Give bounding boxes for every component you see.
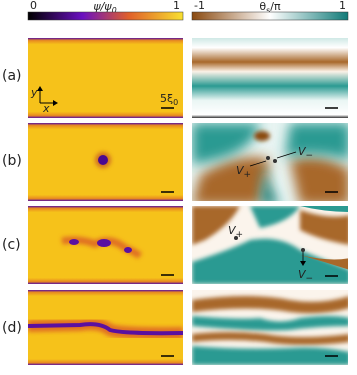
vortex-marker: [301, 248, 305, 252]
vortex-core: [69, 239, 79, 245]
panel-label: (c): [2, 237, 21, 253]
title-main: θ: [259, 0, 266, 13]
colorbar-title: ψ/ψ0: [93, 0, 116, 15]
phase-region: [192, 346, 348, 365]
axis-label: x: [42, 102, 50, 115]
vortex-label: V−: [298, 145, 313, 161]
phase-map: [192, 38, 348, 118]
phase-region: [192, 206, 240, 245]
title-tail: /π: [270, 0, 281, 13]
vortex-main: V: [228, 224, 237, 237]
panel-c: V+ V−: [28, 206, 348, 284]
phase-region: [285, 123, 348, 160]
vortex-core: [124, 247, 132, 253]
phase-region: [290, 156, 348, 201]
panel-label: (d): [2, 320, 22, 336]
phase-region: [192, 316, 348, 331]
arrow-head: [37, 86, 58, 106]
panel-label: (a): [2, 68, 22, 84]
vortex-sub: −: [306, 274, 314, 284]
title-sub: 0: [112, 6, 117, 15]
vortex-core: [97, 239, 111, 247]
panel-b: V− V+: [28, 123, 348, 201]
title-sub: s: [266, 6, 270, 15]
phase-map: [192, 206, 348, 284]
vortex-label: V+: [236, 164, 251, 180]
vortex-main: V: [298, 268, 307, 281]
phase-region: [300, 206, 348, 212]
scale-main: 5ξ: [160, 92, 173, 105]
axis-label: y: [30, 86, 38, 99]
phase-region: [254, 131, 270, 141]
panel-a: y x 5ξ0: [28, 38, 348, 118]
phase-region: [300, 210, 348, 245]
vortex-marker: [266, 156, 270, 160]
phase-region: [250, 206, 300, 228]
amplitude-map: [28, 38, 183, 118]
scale-sub: 0: [173, 98, 178, 107]
phase-region: [192, 238, 348, 284]
phase-region: [192, 332, 348, 345]
phase-region: [300, 255, 348, 270]
colorbar-title: θs/π: [259, 0, 281, 15]
phase-region: [193, 157, 270, 201]
colorbar: [191, 11, 349, 21]
vortex-main: V: [236, 164, 245, 177]
pointer: [249, 160, 267, 167]
defect-line: [28, 322, 183, 336]
panel-label: (b): [2, 153, 22, 169]
vortex-label: V−: [298, 268, 313, 284]
colorbar-max: 1: [339, 0, 346, 12]
colorbar: [27, 11, 184, 21]
vortex-main: V: [298, 145, 307, 158]
vortex-core: [98, 155, 108, 165]
phase-region: [192, 123, 260, 165]
colorbar-max: 1: [173, 0, 180, 12]
arrow-head: [300, 261, 306, 266]
panel-d: [28, 290, 348, 365]
vortex-sub: +: [236, 230, 244, 240]
phase-map: [192, 123, 348, 201]
scale-label: 5ξ0: [160, 92, 178, 107]
colorbar-min: -1: [194, 0, 205, 12]
vortex-sub: +: [244, 170, 252, 180]
phase-region: [192, 296, 348, 314]
pointer: [276, 151, 297, 159]
title-main: ψ/ψ: [93, 0, 112, 13]
amplitude-map: [28, 290, 183, 365]
vortex-sub: −: [306, 151, 314, 161]
phase-region: [260, 165, 278, 201]
vortex-label: V+: [228, 224, 243, 240]
vortex-marker: [273, 159, 277, 163]
vortex-marker: [234, 236, 238, 240]
phase-map: [192, 290, 348, 365]
colorbar-min: 0: [30, 0, 37, 12]
